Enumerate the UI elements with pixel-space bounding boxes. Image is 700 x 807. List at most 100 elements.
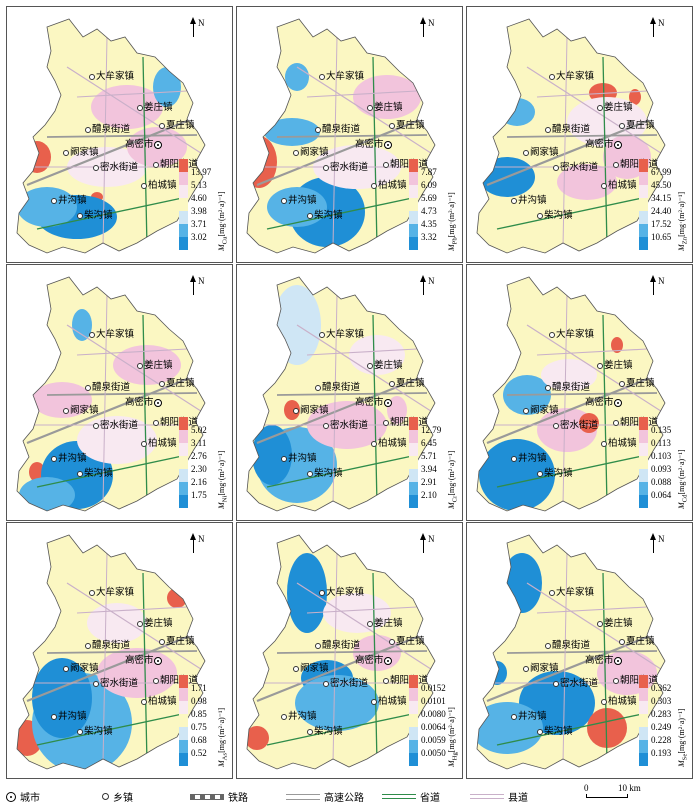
legend-level-label: 3.71 [191, 219, 207, 229]
place-label: 姜庄镇 [374, 618, 403, 629]
place-label: 密水街道 [100, 678, 139, 689]
contour-zone [87, 603, 147, 643]
town-marker-icon [77, 728, 83, 735]
place-baicheng: 柏城镇 [601, 438, 637, 449]
place-kanjia: 阚家镇 [293, 663, 329, 674]
legend-swatch [179, 172, 188, 185]
legend-swatch [179, 714, 188, 727]
place-label: 柏城镇 [148, 180, 177, 191]
town-marker-icon [159, 380, 165, 387]
road-line [142, 56, 148, 248]
legend-swatch [179, 456, 188, 469]
region-boundary [476, 276, 666, 512]
road-line [306, 606, 418, 614]
road-line [102, 552, 108, 764]
road-line [26, 115, 198, 187]
legend-swatch [179, 185, 188, 198]
town-marker-icon [511, 713, 517, 720]
legend-swatch [409, 688, 418, 701]
legend-level-label: 0.283 [651, 709, 672, 719]
town-marker-icon [89, 589, 95, 596]
place-xiazhuang: 夏庄镇 [389, 378, 425, 389]
town-marker-icon [545, 126, 551, 133]
place-xiazhuang: 夏庄镇 [389, 636, 425, 647]
provincial-road-icon [382, 794, 416, 799]
town-marker-icon [383, 677, 389, 684]
contour-zone [502, 553, 542, 613]
north-label: N [428, 276, 435, 286]
place-liquan: 醴泉街道 [315, 640, 360, 651]
town-marker-icon [281, 197, 287, 204]
town-marker-icon [371, 182, 377, 189]
place-label: 密水街道 [330, 162, 369, 173]
place-liquan: 醴泉街道 [315, 124, 360, 135]
legend-level-label: 12.79 [421, 425, 442, 435]
legend-level-label: 5.02 [191, 425, 207, 435]
town-marker-icon [63, 407, 69, 414]
place-xiazhuang: 夏庄镇 [619, 120, 655, 131]
north-label: N [198, 276, 205, 286]
place-label: 柴沟镇 [84, 468, 113, 479]
town-marker-icon [523, 149, 529, 156]
legend-swatch [409, 714, 418, 727]
place-chaigou: 柴沟镇 [537, 210, 573, 221]
scale-line [586, 794, 628, 798]
place-mishui: 密水街道 [93, 420, 138, 431]
contour-zone [479, 439, 555, 511]
value-legend: 0.362 0.303 0.283 0.249 0.228 0.193 MSe[mg·(m²… [639, 675, 691, 775]
legend-swatch [179, 727, 188, 740]
place-mishui: 密水街道 [323, 162, 368, 173]
legend-level-label: 0.0080 [421, 709, 446, 719]
place-label: 井沟镇 [518, 711, 547, 722]
contour-zone [557, 164, 617, 200]
place-label: 密水街道 [560, 678, 599, 689]
town-marker-icon [523, 665, 529, 672]
legend-swatch [639, 224, 648, 237]
legend-level-label: 0.249 [651, 722, 672, 732]
place-chaigou: 柴沟镇 [77, 468, 113, 479]
place-mishui: 密水街道 [553, 678, 598, 689]
place-gaomi: 高密市 [125, 397, 163, 408]
road-line [296, 582, 435, 674]
town-marker-icon [77, 212, 83, 219]
place-jiangzhuang: 姜庄镇 [367, 360, 403, 371]
region-boundary [16, 534, 206, 770]
place-label: 大牟家镇 [556, 587, 595, 598]
place-label: 高密市 [585, 655, 614, 666]
road-line [276, 650, 428, 654]
town-marker-icon [323, 164, 329, 171]
town-marker-icon [315, 642, 321, 649]
legend-level-label: 0.0152 [421, 683, 446, 693]
place-label: 醴泉街道 [322, 640, 361, 651]
legend-unit-label: MSe[mg·(m²·a)⁻¹] [677, 708, 689, 767]
road-line [372, 56, 378, 248]
value-legend: 0.0152 0.0101 0.0080 0.0064 0.0059 0.0050 MHg[… [409, 675, 461, 775]
railway-line-icon [190, 793, 224, 800]
legend-swatch [409, 456, 418, 469]
place-baicheng: 柏城镇 [371, 696, 407, 707]
legend-swatch [409, 211, 418, 224]
contour-zone [72, 309, 92, 341]
legend-swatch [409, 727, 418, 740]
legend-level-label: 0.088 [651, 477, 672, 487]
deposition-map [246, 276, 436, 512]
town-marker-icon [389, 380, 395, 387]
town-marker-icon [613, 161, 619, 168]
legend-level-label: 2.76 [191, 451, 207, 461]
legend-swatch [639, 211, 648, 224]
place-label: 姜庄镇 [604, 360, 633, 371]
place-label: 柏城镇 [608, 696, 637, 707]
place-label: 高密市 [125, 655, 154, 666]
legend-swatch [179, 224, 188, 237]
town-marker-icon [159, 122, 165, 129]
region-boundary [246, 534, 436, 770]
place-label: 姜庄镇 [144, 360, 173, 371]
legend-highway: 高速公路 [286, 789, 364, 804]
road-line [306, 348, 418, 356]
place-mishui: 密水街道 [553, 162, 598, 173]
place-liquan: 醴泉街道 [545, 382, 590, 393]
legend-swatch [639, 482, 648, 495]
town-marker-icon [307, 212, 313, 219]
town-marker-icon [77, 470, 83, 477]
road-line [486, 631, 658, 703]
